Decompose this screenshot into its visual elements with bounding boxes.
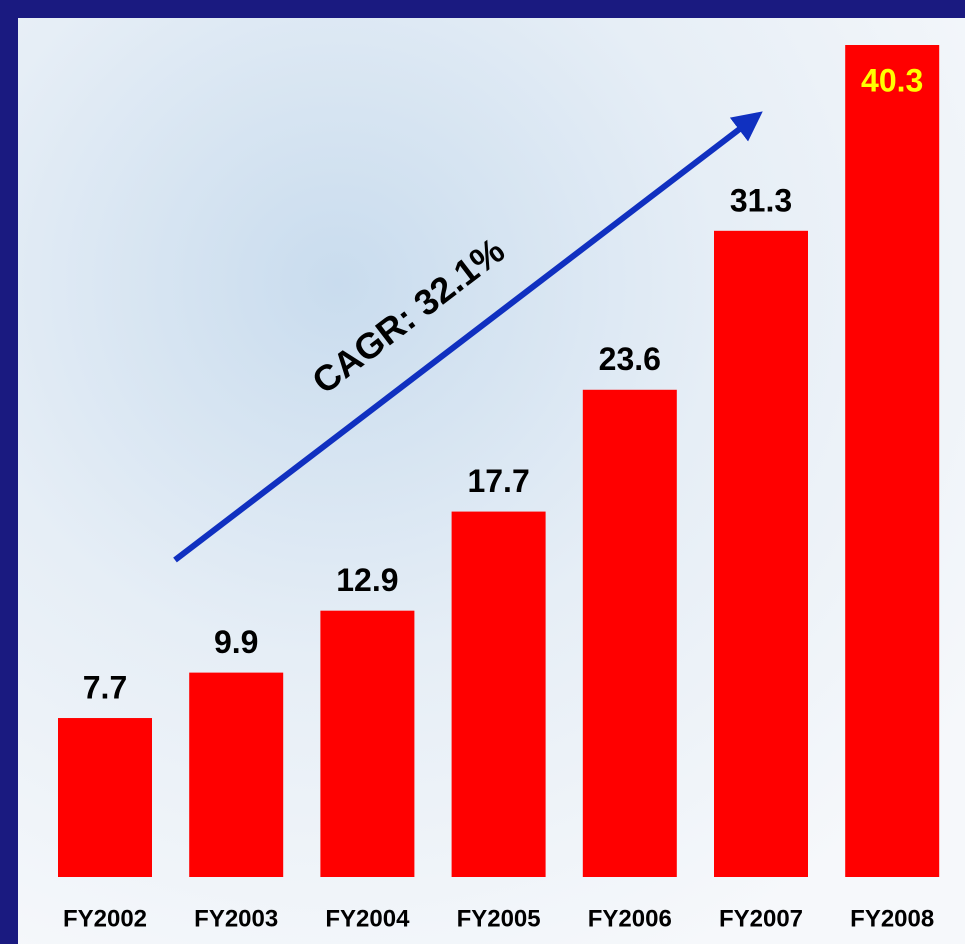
- value-label: 7.7: [83, 669, 127, 705]
- value-label: 23.6: [599, 341, 661, 377]
- trend-arrow: [173, 111, 763, 563]
- border-left: [0, 0, 18, 944]
- bar: [714, 230, 808, 877]
- bar: [189, 672, 284, 877]
- x-tick-label: FY2006: [588, 905, 672, 932]
- x-tick-label: FY2007: [719, 905, 803, 932]
- bar: [582, 389, 677, 877]
- value-label: 9.9: [214, 624, 258, 660]
- value-label: 31.3: [730, 182, 792, 218]
- bar: [845, 45, 940, 877]
- border-top: [0, 0, 965, 18]
- x-tick-label: FY2008: [850, 905, 934, 932]
- bar: [320, 610, 415, 877]
- value-label: 17.7: [467, 463, 529, 499]
- x-tick-label: FY2005: [457, 905, 541, 932]
- value-label: 12.9: [336, 562, 398, 598]
- x-tick-label: FY2004: [325, 905, 410, 932]
- bar: [451, 511, 546, 877]
- x-tick-label: FY2003: [194, 905, 278, 932]
- value-label: 40.3: [861, 62, 923, 98]
- bar: [58, 718, 152, 877]
- x-tick-label: FY2002: [63, 905, 147, 932]
